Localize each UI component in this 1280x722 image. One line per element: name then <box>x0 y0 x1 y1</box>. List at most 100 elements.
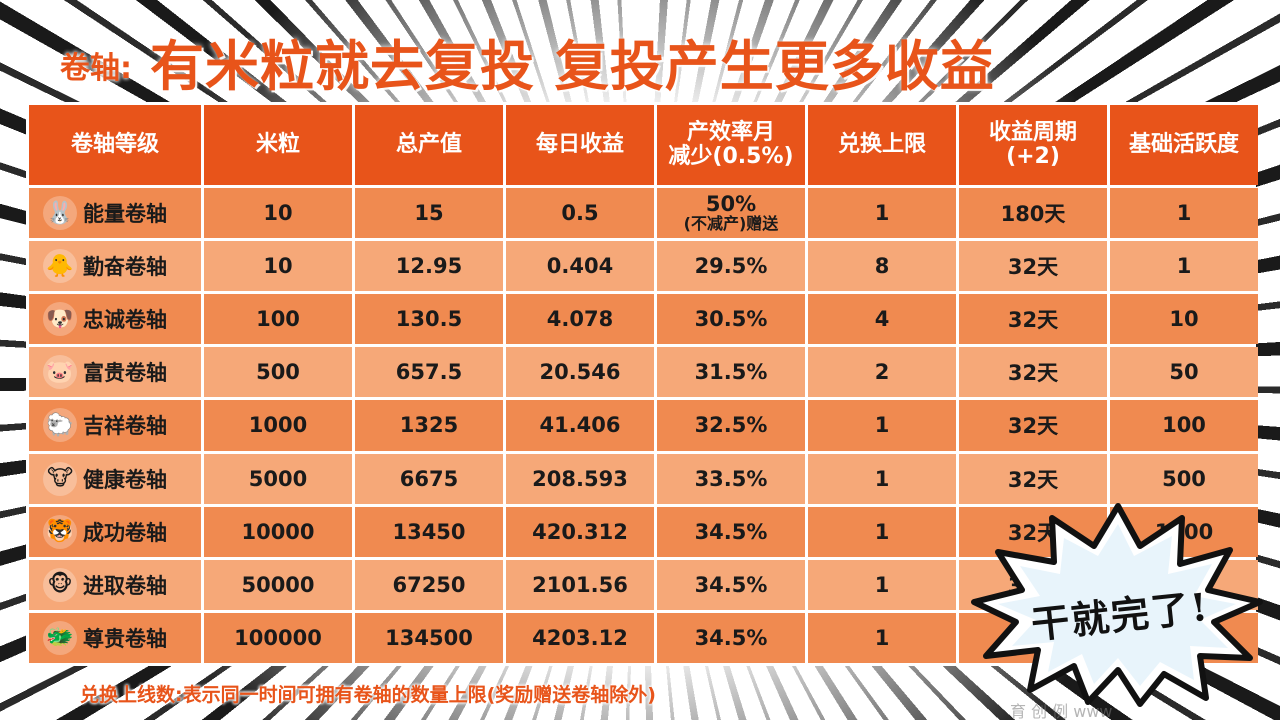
rice-cell: 10000 <box>204 506 352 557</box>
column-header-label: 每日收益 <box>535 131 624 157</box>
column-header-label: 收益周期 <box>988 119 1077 145</box>
activity-cell: 1 <box>1110 188 1258 239</box>
header-tag: 卷轴: <box>60 51 132 86</box>
limit-cell: 1 <box>808 188 956 239</box>
column-header-label: 减少(0.5%) <box>668 144 794 169</box>
activity-cell: 1 <box>1110 241 1258 292</box>
level-cell: 🐑 吉祥卷轴 <box>29 400 201 451</box>
rate-note: (不减产)赠送 <box>683 214 779 234</box>
rice-cell: 100000 <box>204 612 352 663</box>
rice-cell: 50000 <box>204 559 352 610</box>
table-row: 🐷 富贵卷轴 500 657.5 20.546 31.5% 2 32天 50 <box>29 347 1258 398</box>
level-cell: 🐥 勤奋卷轴 <box>29 241 201 292</box>
dragon-icon: 🐲 <box>43 620 77 655</box>
column-header: 米粒 <box>204 105 352 185</box>
tiger-icon: 🐯 <box>43 514 77 549</box>
limit-cell: 1 <box>808 506 956 557</box>
column-header: 基础活跃度 <box>1110 105 1258 185</box>
table-row: 🐑 吉祥卷轴 1000 1325 41.406 32.5% 1 32天 100 <box>29 400 1258 451</box>
watermark: 育 创 例 www <box>1010 702 1113 721</box>
rate-cell: 32.5% <box>657 400 805 451</box>
activity-cell: 500 <box>1110 453 1258 504</box>
cycle-cell: 32天 <box>959 347 1107 398</box>
column-header: 每日收益 <box>506 105 654 185</box>
column-header: 兑换上限 <box>808 105 956 185</box>
total-cell: 134500 <box>355 612 503 663</box>
activity-cell: 50 <box>1110 347 1258 398</box>
rabbit-icon: 🐰 <box>43 196 77 231</box>
total-cell: 67250 <box>355 559 503 610</box>
total-cell: 6675 <box>355 453 503 504</box>
table-row: 🐥 勤奋卷轴 10 12.95 0.404 29.5% 8 32天 1 <box>29 241 1258 292</box>
limit-cell: 1 <box>808 453 956 504</box>
rate-cell: 34.5% <box>657 612 805 663</box>
rice-cell: 500 <box>204 347 352 398</box>
daily-cell: 0.404 <box>506 241 654 292</box>
rate-cell: 50% (不减产)赠送 <box>657 188 805 239</box>
pig-icon: 🐷 <box>43 355 77 390</box>
table-row: 🐮 健康卷轴 5000 6675 208.593 33.5% 1 32天 500 <box>29 453 1258 504</box>
limit-cell: 2 <box>808 347 956 398</box>
rice-cell: 5000 <box>204 453 352 504</box>
rate-cell: 29.5% <box>657 241 805 292</box>
total-cell: 13450 <box>355 506 503 557</box>
total-cell: 15 <box>355 188 503 239</box>
column-header-label: 卷轴等级 <box>70 131 159 157</box>
level-name: 进取卷轴 <box>83 573 167 598</box>
level-cell: 🐮 健康卷轴 <box>29 453 201 504</box>
level-name: 勤奋卷轴 <box>83 255 167 280</box>
level-name: 尊贵卷轴 <box>83 626 167 651</box>
total-cell: 657.5 <box>355 347 503 398</box>
column-header-label: (+2) <box>1006 144 1060 169</box>
level-name: 富贵卷轴 <box>83 361 167 386</box>
rate-value: 50% <box>705 192 757 217</box>
limit-cell: 4 <box>808 294 956 345</box>
daily-cell: 20.546 <box>506 347 654 398</box>
daily-cell: 208.593 <box>506 453 654 504</box>
level-cell: 🐶 忠诚卷轴 <box>29 294 201 345</box>
total-cell: 12.95 <box>355 241 503 292</box>
column-header: 卷轴等级 <box>29 105 201 185</box>
daily-cell: 4.078 <box>506 294 654 345</box>
rate-cell: 34.5% <box>657 506 805 557</box>
cycle-cell: 32天 <box>959 241 1107 292</box>
level-name: 吉祥卷轴 <box>83 414 167 439</box>
column-header: 产效率月 减少(0.5%) <box>657 105 805 185</box>
column-header-label: 总产值 <box>395 131 462 157</box>
level-name: 成功卷轴 <box>83 520 167 545</box>
limit-cell: 1 <box>808 400 956 451</box>
rice-cell: 10 <box>204 188 352 239</box>
level-cell: 🐰 能量卷轴 <box>29 188 201 239</box>
daily-cell: 2101.56 <box>506 559 654 610</box>
column-header-label: 兑换上限 <box>837 131 926 157</box>
level-name: 能量卷轴 <box>83 202 167 227</box>
rice-cell: 10 <box>204 241 352 292</box>
level-cell: 🐵 进取卷轴 <box>29 559 201 610</box>
rate-cell: 31.5% <box>657 347 805 398</box>
cycle-cell: 32天 <box>959 294 1107 345</box>
total-cell: 1325 <box>355 400 503 451</box>
column-header-label: 产效率月 <box>686 119 775 145</box>
table-row: 🐰 能量卷轴 10 15 0.5 50% (不减产)赠送 1 180天 1 <box>29 188 1258 239</box>
scroll-level-table: 卷轴等级 米粒 总产值 每日收益 产效率月 减少(0.5%) 兑换上限 收益周期 (+2) 基础活… <box>26 102 1261 666</box>
level-cell: 🐯 成功卷轴 <box>29 506 201 557</box>
cycle-cell: 32天 <box>959 453 1107 504</box>
rate-cell: 33.5% <box>657 453 805 504</box>
daily-cell: 420.312 <box>506 506 654 557</box>
limit-cell: 8 <box>808 241 956 292</box>
page-title: 有米粒就去复投 复投产生更多收益 <box>150 35 995 98</box>
level-cell: 🐷 富贵卷轴 <box>29 347 201 398</box>
cycle-cell: 180天 <box>959 188 1107 239</box>
level-name: 健康卷轴 <box>83 467 167 492</box>
limit-cell: 1 <box>808 559 956 610</box>
limit-cell: 1 <box>808 612 956 663</box>
rice-cell: 100 <box>204 294 352 345</box>
activity-cell: 10 <box>1110 294 1258 345</box>
column-header: 收益周期 (+2) <box>959 105 1107 185</box>
level-name: 忠诚卷轴 <box>83 308 167 333</box>
monkey-icon: 🐵 <box>43 567 77 602</box>
sheep-icon: 🐑 <box>43 408 77 443</box>
chick-icon: 🐥 <box>43 249 77 284</box>
activity-cell: 100 <box>1110 400 1258 451</box>
